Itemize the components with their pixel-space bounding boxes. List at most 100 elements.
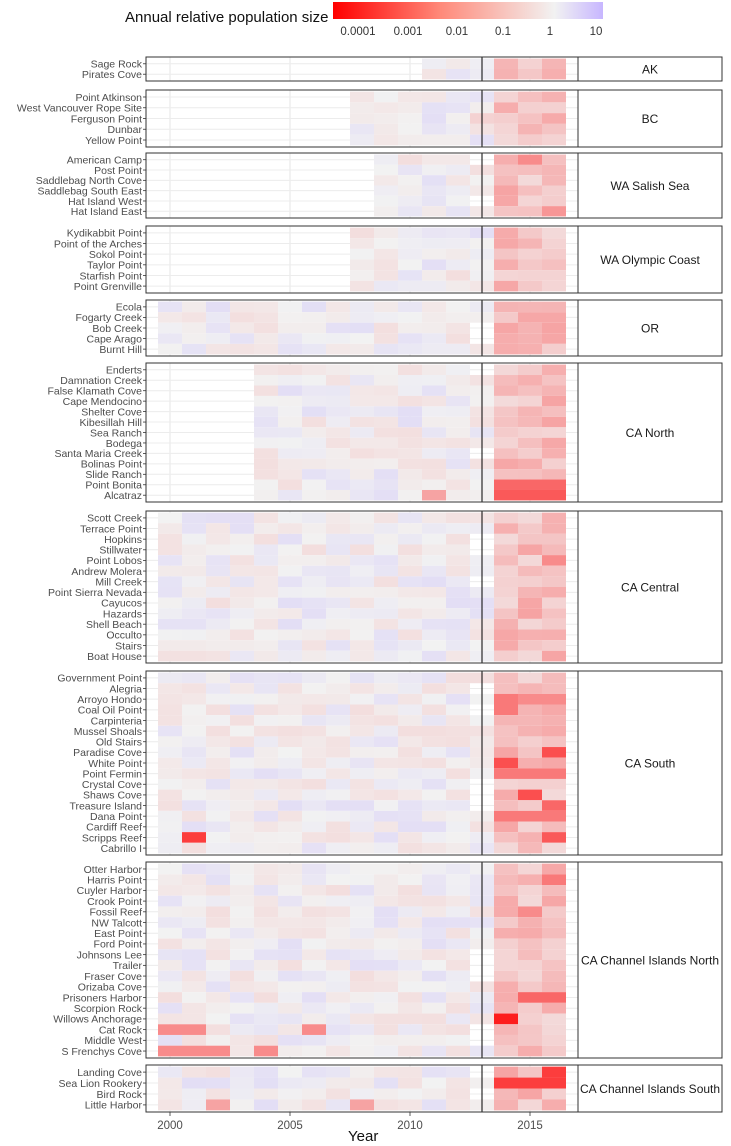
site-label: Hat Island East xyxy=(71,206,142,218)
heatmap-cell xyxy=(542,238,566,249)
heatmap-cell xyxy=(230,832,254,843)
heatmap-cell xyxy=(206,715,230,726)
heatmap-cell xyxy=(302,1024,326,1035)
heatmap-cell xyxy=(278,301,302,313)
heatmap-cell xyxy=(326,906,350,918)
heatmap-cell xyxy=(326,672,350,684)
site-label: Little Harbor xyxy=(85,1100,143,1112)
heatmap-cell xyxy=(158,725,182,737)
heatmap-cell xyxy=(398,333,422,344)
heatmap-cell xyxy=(254,406,278,417)
legend-tick-label: 0.1 xyxy=(495,26,511,38)
heatmap-cell xyxy=(350,91,374,103)
heatmap-cell xyxy=(350,725,374,737)
heatmap-cell xyxy=(158,768,182,779)
heatmap-cell xyxy=(542,842,566,854)
heatmap-cell xyxy=(446,1034,470,1046)
heatmap-cell xyxy=(158,832,182,843)
heatmap-cell xyxy=(494,448,518,459)
heatmap-cell xyxy=(254,895,278,907)
heatmap-cell xyxy=(422,395,446,407)
heatmap-cell xyxy=(350,618,374,630)
heatmap-cell xyxy=(446,333,470,344)
heatmap-cell xyxy=(374,555,398,566)
heatmap-cell xyxy=(254,863,278,875)
heatmap-cell xyxy=(254,1024,278,1035)
heatmap-cell xyxy=(326,1099,350,1111)
heatmap-cell xyxy=(302,437,326,449)
region-strip xyxy=(577,56,723,82)
heatmap-cell xyxy=(422,618,446,630)
heatmap-cell xyxy=(542,800,566,811)
heatmap-cell xyxy=(422,565,446,577)
heatmap-cell xyxy=(302,489,326,501)
heatmap-cell xyxy=(422,650,446,662)
heatmap-cell xyxy=(302,938,326,950)
heatmap-cell xyxy=(302,704,326,716)
heatmap-cell xyxy=(158,874,182,886)
heatmap-cell xyxy=(350,301,374,313)
heatmap-cell xyxy=(158,917,182,928)
heatmap-cell xyxy=(254,618,278,630)
heatmap-cell xyxy=(542,523,566,534)
heatmap-cell xyxy=(542,479,566,490)
heatmap-cell xyxy=(518,427,542,438)
heatmap-cell xyxy=(230,618,254,630)
heatmap-cell xyxy=(494,810,518,822)
heatmap-cell xyxy=(182,533,206,545)
heatmap-cell xyxy=(494,906,518,918)
heatmap-cell xyxy=(494,206,518,217)
heatmap-cell xyxy=(374,693,398,705)
heatmap-cell xyxy=(158,650,182,662)
heatmap-cell xyxy=(518,683,542,694)
heatmap-cell xyxy=(398,364,422,376)
heatmap-cell xyxy=(542,91,566,103)
site-label: Hazards xyxy=(103,608,142,620)
heatmap-cell xyxy=(398,832,422,843)
heatmap-cell xyxy=(398,134,422,146)
heatmap-cell xyxy=(206,650,230,662)
heatmap-cell xyxy=(230,1024,254,1035)
heatmap-cell xyxy=(518,333,542,344)
heatmap-cell xyxy=(254,437,278,449)
heatmap-cell xyxy=(230,704,254,716)
heatmap-cell xyxy=(350,863,374,875)
heatmap-cell xyxy=(542,992,566,1003)
heatmap-cell xyxy=(494,280,518,292)
heatmap-cell xyxy=(350,650,374,662)
heatmap-cell xyxy=(326,725,350,737)
site-label: Ferguson Point xyxy=(71,113,142,125)
heatmap-cell xyxy=(302,618,326,630)
heatmap-cell xyxy=(302,757,326,769)
heatmap-cell xyxy=(542,312,566,323)
heatmap-cell xyxy=(446,917,470,928)
heatmap-cell xyxy=(446,123,470,135)
heatmap-cell xyxy=(422,175,446,186)
site-label: Cayucos xyxy=(101,598,142,610)
heatmap-cell xyxy=(230,1088,254,1100)
heatmap-cell xyxy=(446,992,470,1003)
heatmap-cell xyxy=(254,395,278,407)
heatmap-cell xyxy=(326,1088,350,1100)
heatmap-cell xyxy=(422,1088,446,1100)
heatmap-cell xyxy=(350,587,374,598)
heatmap-cell xyxy=(206,312,230,323)
heatmap-cell xyxy=(422,489,446,501)
heatmap-cell xyxy=(182,597,206,609)
heatmap-cell xyxy=(422,1066,446,1078)
heatmap-cell xyxy=(206,576,230,587)
heatmap-cell xyxy=(542,259,566,271)
heatmap-cell xyxy=(494,164,518,176)
heatmap-cell xyxy=(374,618,398,630)
heatmap-cell xyxy=(518,970,542,982)
heatmap-cell xyxy=(422,1077,446,1089)
heatmap-cell xyxy=(422,842,446,854)
heatmap-cell xyxy=(326,683,350,694)
heatmap-cell xyxy=(422,134,446,146)
site-label: Alegria xyxy=(109,683,142,695)
heatmap-cell xyxy=(374,123,398,135)
heatmap-cell xyxy=(422,736,446,748)
heatmap-cell xyxy=(182,715,206,726)
heatmap-cell xyxy=(494,640,518,651)
heatmap-cell xyxy=(518,469,542,480)
